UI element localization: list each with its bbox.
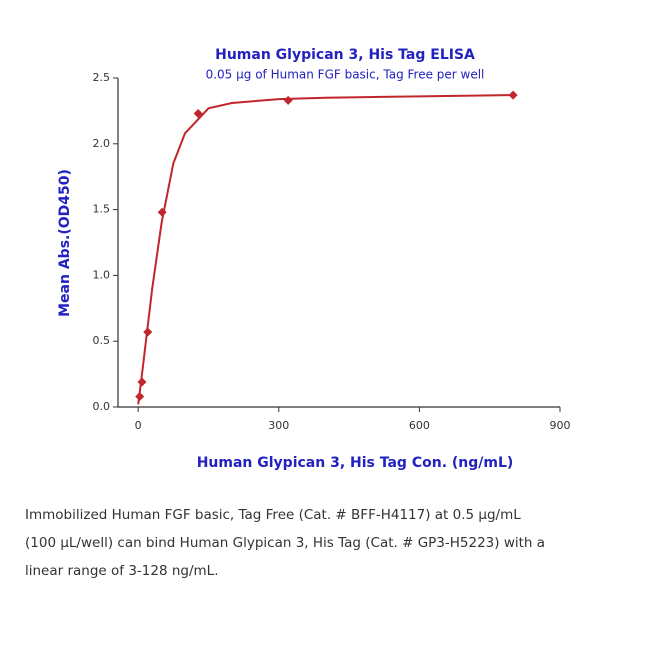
- x-axis-label: Human Glypican 3, His Tag Con. (ng/mL): [197, 455, 514, 471]
- data-point: [143, 327, 153, 337]
- caption-line: (100 μL/well) can bind Human Glypican 3,…: [25, 535, 545, 551]
- data-point: [193, 109, 203, 119]
- data-point: [135, 391, 145, 401]
- chart-title: Human Glypican 3, His Tag ELISA: [215, 47, 475, 63]
- x-tick-label: 600: [409, 419, 430, 432]
- x-tick-label: 0: [135, 419, 142, 432]
- chart-subtitle: 0.05 μg of Human FGF basic, Tag Free per…: [206, 68, 485, 82]
- caption-line: linear range of 3-128 ng/mL.: [25, 563, 218, 579]
- caption-line: Immobilized Human FGF basic, Tag Free (C…: [25, 507, 521, 523]
- y-tick-label: 2.0: [93, 137, 111, 150]
- data-point: [508, 90, 518, 100]
- data-point: [137, 377, 147, 387]
- fit-curve: [137, 94, 514, 405]
- y-tick-label: 1.0: [93, 268, 111, 281]
- y-tick-label: 2.5: [93, 71, 111, 84]
- x-tick-label: 900: [550, 419, 571, 432]
- y-axis-label: Mean Abs.(OD450): [57, 169, 73, 317]
- y-tick-label: 0.5: [93, 334, 111, 347]
- data-point: [283, 95, 293, 105]
- x-tick-label: 300: [268, 419, 289, 432]
- y-tick-label: 1.5: [93, 203, 111, 216]
- data-point: [157, 207, 167, 217]
- y-tick-label: 0.0: [93, 400, 111, 413]
